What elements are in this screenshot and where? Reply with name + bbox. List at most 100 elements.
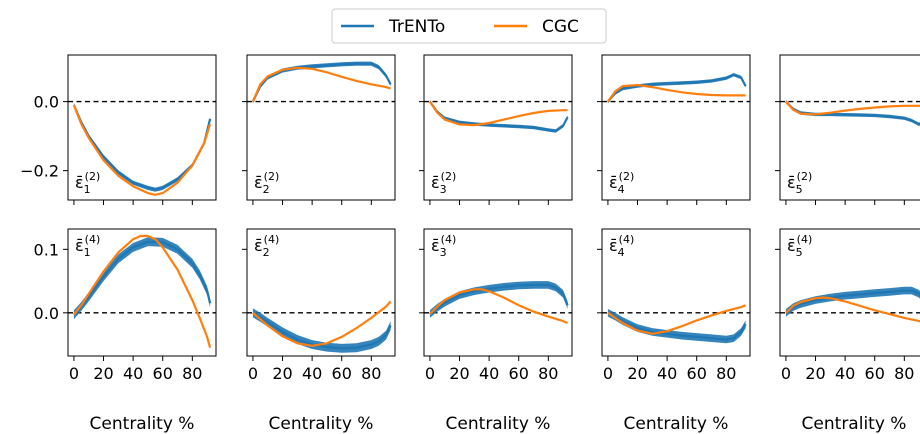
- x-tick-label: 0: [69, 364, 79, 383]
- series-group: [607, 73, 747, 104]
- panel-eps1-4: 0.1 0.0 0 20 40 60 80 Centrality % ε̄1(4): [34, 228, 217, 434]
- axes-frame: [67, 54, 217, 201]
- series-band-trento: [429, 281, 568, 318]
- series-band-trento: [785, 99, 920, 127]
- x-tick-label: 60: [153, 364, 173, 383]
- x-tick-label: 0: [603, 364, 613, 383]
- x-tick-label: 60: [865, 364, 885, 383]
- panel-symbol-label: ε̄3(4): [431, 233, 456, 259]
- legend-label-cgc: CGC: [542, 17, 579, 37]
- series-band-trento: [607, 309, 746, 344]
- panel-eps4-2: ε̄4(2): [597, 54, 751, 205]
- x-tick-label: 80: [361, 364, 381, 383]
- series-line-cgc: [428, 100, 568, 127]
- panel-symbol-label: ε̄4(4): [609, 233, 634, 259]
- x-tick-label: 20: [627, 364, 647, 383]
- axes-frame: [67, 228, 217, 357]
- series-group: [251, 61, 392, 104]
- x-tick-label: 0: [248, 364, 258, 383]
- panel-eps5-2: ε̄5(2): [775, 54, 920, 205]
- x-tick-label: 60: [332, 364, 352, 383]
- legend-label-trento: TrENTo: [388, 17, 445, 37]
- series-line-trento: [251, 62, 392, 103]
- x-tick-label: 80: [894, 364, 914, 383]
- x-axis-label: Centrality %: [269, 414, 374, 434]
- panel-grid: 0.0 −0.2 ε̄1(2) ε̄2(2) ε̄3(2) ε̄4(2) ε̄5(2) 0.1…: [20, 54, 920, 434]
- x-tick-label: 40: [302, 364, 322, 383]
- x-axis-label: Centrality %: [446, 414, 551, 434]
- series-band-trento: [252, 61, 391, 104]
- series-band-trento: [73, 237, 211, 320]
- series-line-trento: [607, 311, 747, 341]
- x-tick-label: 40: [835, 364, 855, 383]
- x-tick-label: 0: [425, 364, 435, 383]
- series-line-cgc: [607, 304, 747, 335]
- axes-frame: [601, 228, 751, 357]
- panel-eps4-4: 0 20 40 60 80 Centrality % ε̄4(4): [597, 228, 751, 434]
- y-tick-label: 0.0: [34, 93, 59, 112]
- x-tick-label: 80: [182, 364, 202, 383]
- axes-frame: [246, 228, 396, 357]
- panel-eps3-4: 0 20 40 60 80 Centrality % ε̄3(4): [419, 228, 573, 434]
- series-band-trento: [429, 99, 568, 133]
- panel-symbol-label: ε̄5(4): [787, 233, 812, 259]
- x-axis-label: Centrality %: [802, 414, 907, 434]
- y-tick-label: −0.2: [20, 162, 59, 181]
- x-tick-label: 40: [123, 364, 143, 383]
- panel-eps2-2: ε̄2(2): [242, 54, 396, 205]
- series-line-cgc: [785, 296, 920, 323]
- series-line-trento: [785, 289, 920, 314]
- x-tick-label: 80: [538, 364, 558, 383]
- axes-frame: [779, 54, 920, 201]
- series-group: [73, 234, 212, 348]
- panel-symbol-label: ε̄3(2): [431, 170, 456, 196]
- series-group: [785, 286, 920, 323]
- axes-frame: [601, 54, 751, 201]
- series-group: [607, 304, 747, 344]
- series-group: [785, 99, 920, 127]
- x-tick-label: 80: [716, 364, 736, 383]
- x-tick-label: 40: [479, 364, 499, 383]
- panel-eps3-2: ε̄3(2): [419, 54, 573, 205]
- x-tick-label: 60: [687, 364, 707, 383]
- x-tick-label: 20: [449, 364, 469, 383]
- panel-symbol-label: ε̄1(4): [75, 233, 100, 259]
- series-group: [252, 300, 392, 353]
- series-line-cgc: [607, 83, 746, 103]
- series-line-cgc: [785, 100, 920, 116]
- axes-frame: [423, 54, 573, 201]
- x-tick-label: 60: [509, 364, 529, 383]
- series-line-cgc: [251, 66, 391, 103]
- series-line-cgc: [429, 288, 569, 325]
- series-line-trento: [252, 311, 392, 350]
- series-line-cgc: [73, 234, 212, 348]
- axes-frame: [423, 228, 573, 357]
- panel-eps2-4: 0 20 40 60 80 Centrality % ε̄2(4): [242, 228, 396, 434]
- series-line-trento: [73, 240, 212, 316]
- series-group: [72, 103, 212, 196]
- legend: TrENTo CGC: [331, 8, 607, 44]
- y-tick-label: 0.1: [34, 240, 59, 259]
- series-line-trento: [429, 100, 569, 133]
- series-line-trento: [429, 283, 569, 315]
- panel-symbol-label: ε̄1(2): [75, 170, 100, 196]
- panel-eps5-4: 0 20 40 60 80 Centrality % ε̄5(4): [775, 228, 920, 434]
- legend-frame: [331, 8, 607, 44]
- series-line-cgc: [72, 104, 212, 196]
- series-band-trento: [785, 286, 920, 317]
- axes-frame: [246, 54, 396, 201]
- x-tick-label: 20: [93, 364, 113, 383]
- panel-symbol-label: ε̄2(4): [254, 233, 279, 259]
- series-line-cgc: [252, 300, 392, 347]
- axes-frame: [779, 228, 920, 357]
- x-tick-label: 40: [657, 364, 677, 383]
- panel-eps1-2: 0.0 −0.2 ε̄1(2): [20, 54, 217, 205]
- series-group: [428, 99, 569, 133]
- x-tick-label: 20: [805, 364, 825, 383]
- x-axis-label: Centrality %: [90, 414, 195, 434]
- panel-symbol-label: ε̄4(2): [609, 170, 634, 196]
- x-tick-label: 0: [781, 364, 791, 383]
- panel-symbol-label: ε̄5(2): [787, 170, 812, 196]
- series-group: [429, 281, 569, 325]
- y-tick-label: 0.0: [34, 304, 59, 323]
